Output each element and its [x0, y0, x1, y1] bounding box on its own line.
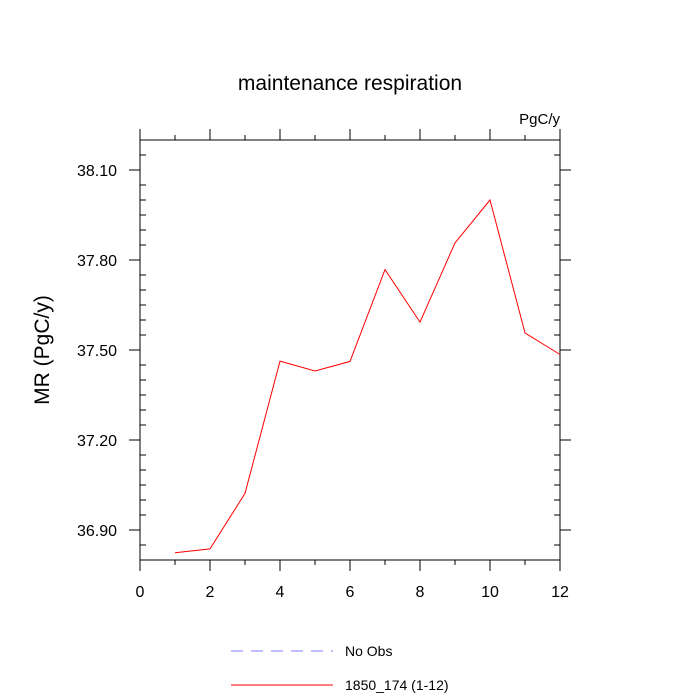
- x-tick-label: 6: [346, 584, 355, 601]
- legend: No Obs 1850_174 (1-12): [231, 643, 449, 693]
- y-tick-label: 37.20: [77, 433, 117, 450]
- legend-label: 1850_174 (1-12): [345, 677, 449, 693]
- y-tick-label: 36.90: [77, 523, 117, 540]
- x-tick-label: 0: [136, 584, 145, 601]
- x-tick-label: 8: [416, 584, 425, 601]
- y-axis-label: MR (PgC/y): [31, 295, 54, 405]
- series-line: [174, 198, 561, 554]
- x-tick-label: 2: [206, 584, 215, 601]
- y-tick-label: 38.10: [77, 163, 117, 180]
- plot-frame: [139, 139, 561, 561]
- chart-title: maintenance respiration: [238, 72, 462, 95]
- axis-ticks: [129, 129, 571, 571]
- x-tick-label: 10: [481, 584, 499, 601]
- series-layer: [174, 198, 561, 554]
- y-tick-label: 37.80: [77, 253, 117, 270]
- units-label: PgC/y: [519, 111, 560, 128]
- legend-label: No Obs: [345, 643, 392, 659]
- x-tick-label: 4: [276, 584, 285, 601]
- y-tick-label: 37.50: [77, 343, 117, 360]
- x-tick-label: 12: [551, 584, 569, 601]
- axis-tick-labels: 0 2 4 6 8 10 12 36.90 37.20 37.50 37.80 38.10: [77, 163, 569, 601]
